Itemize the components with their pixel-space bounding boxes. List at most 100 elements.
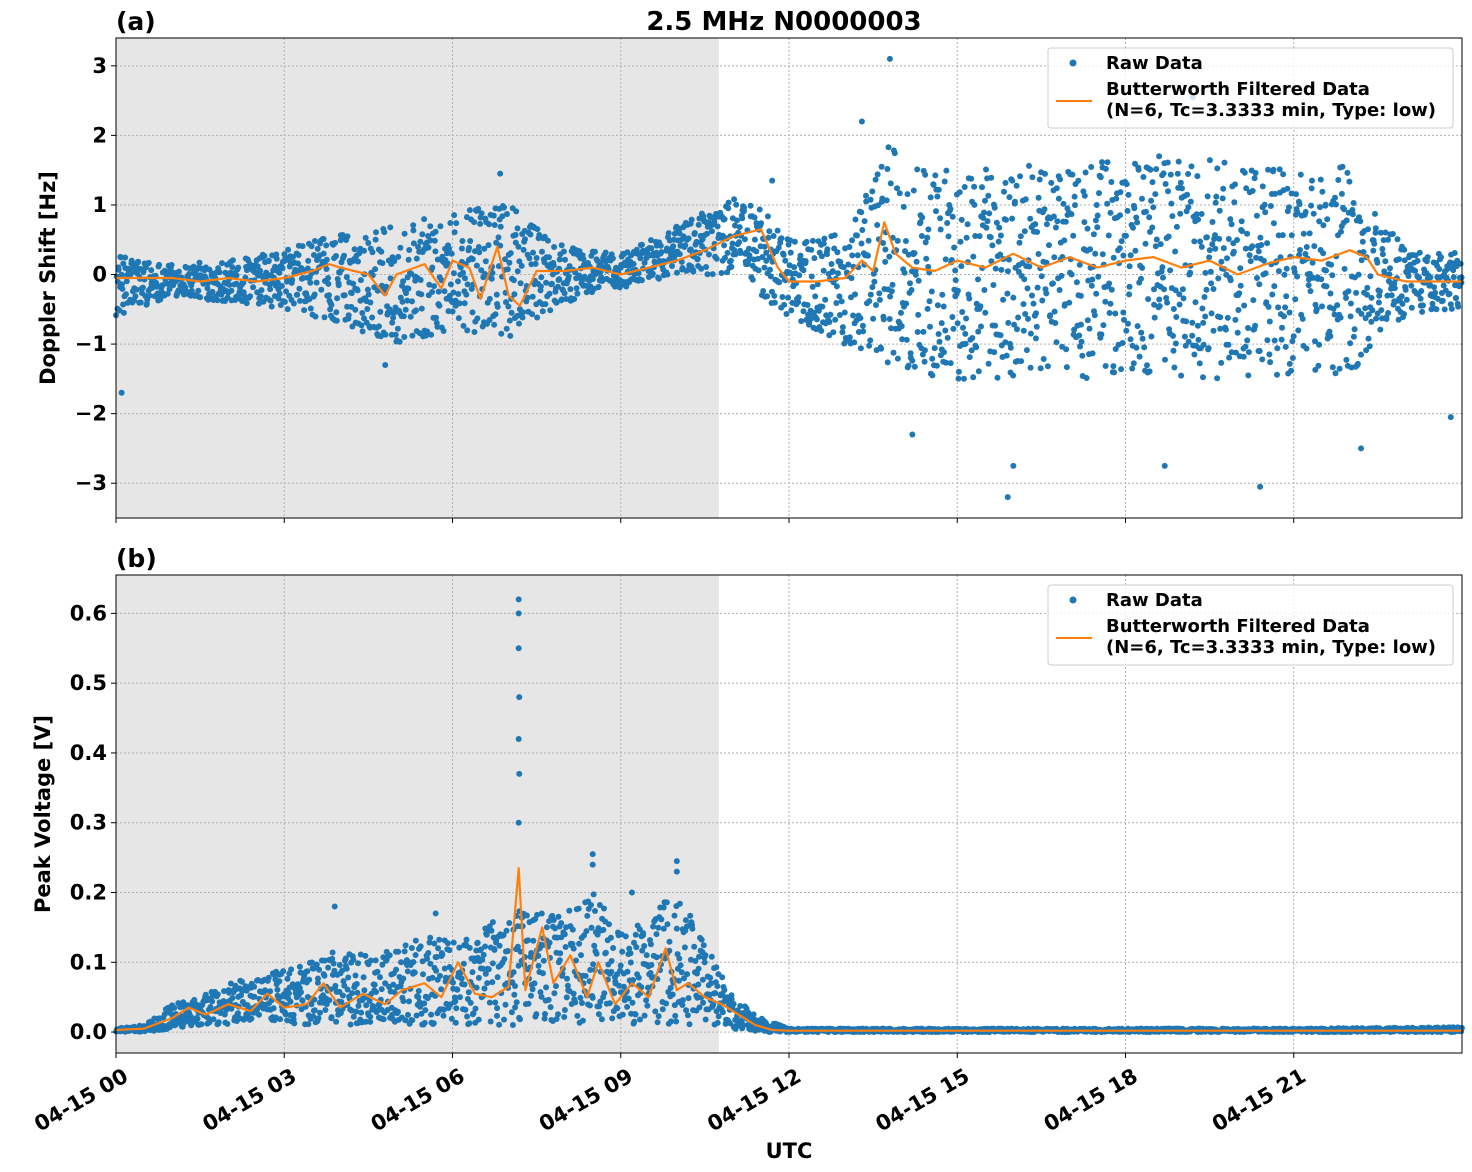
raw-data-point [502, 256, 509, 263]
raw-data-point [489, 979, 496, 986]
raw-data-point [195, 287, 202, 294]
raw-data-point [360, 974, 367, 981]
raw-data-point [1380, 237, 1387, 244]
raw-data-point [657, 242, 664, 249]
raw-data-point [1057, 176, 1063, 183]
raw-data-point [641, 943, 648, 949]
raw-data-point [1420, 302, 1426, 309]
raw-data-point [296, 963, 303, 970]
raw-data-point [450, 270, 457, 277]
raw-data-point [1350, 333, 1357, 340]
raw-data-point [1199, 305, 1206, 312]
raw-data-point [471, 219, 478, 226]
raw-data-point [606, 921, 612, 928]
raw-data-point [1189, 319, 1196, 326]
raw-data-point [386, 952, 393, 959]
raw-data-point [317, 1009, 323, 1016]
raw-data-point [658, 916, 665, 923]
raw-data-point [629, 999, 636, 1006]
raw-data-point [307, 279, 314, 286]
panel-label: (a) [116, 7, 156, 36]
raw-data-point [562, 256, 568, 263]
raw-data-point [528, 950, 535, 956]
raw-data-point [606, 1000, 613, 1007]
raw-data-point [1093, 290, 1100, 297]
raw-data-point [1081, 192, 1088, 199]
raw-data-point [1416, 274, 1423, 281]
raw-data-point [551, 244, 558, 250]
raw-data-point [1075, 177, 1082, 184]
raw-data-point [424, 955, 431, 962]
raw-data-point [132, 293, 139, 300]
raw-data-point [512, 983, 518, 989]
raw-data-point [1241, 169, 1248, 176]
raw-data-point [291, 1020, 298, 1027]
raw-data-point [955, 375, 962, 382]
raw-data-point [333, 253, 339, 259]
raw-data-point [648, 245, 655, 252]
raw-data-point [1061, 237, 1068, 244]
raw-data-point [472, 1005, 479, 1012]
raw-data-point [602, 949, 609, 956]
raw-data-point [787, 249, 794, 256]
raw-data-point [1170, 347, 1177, 354]
raw-data-point [1386, 271, 1393, 278]
raw-data-point [274, 986, 281, 993]
raw-data-point [348, 290, 355, 297]
raw-data-point [894, 237, 901, 244]
raw-data-point [1274, 371, 1280, 378]
raw-data-point [960, 324, 966, 331]
raw-data-point [682, 917, 689, 924]
raw-data-point [602, 249, 609, 256]
raw-data-point [1354, 360, 1361, 367]
raw-data-point [719, 974, 726, 981]
raw-data-point [935, 186, 942, 193]
raw-data-point [558, 242, 565, 249]
raw-data-point [1163, 295, 1170, 301]
raw-data-point [1286, 360, 1293, 367]
raw-data-point [539, 970, 546, 977]
raw-data-point [547, 1004, 554, 1011]
raw-data-point [341, 292, 348, 299]
raw-data-point [287, 998, 294, 1005]
raw-data-point [1050, 280, 1056, 287]
raw-data-point [233, 280, 240, 287]
raw-data-point [355, 960, 361, 967]
raw-data-point [1372, 225, 1379, 232]
raw-data-point [712, 990, 719, 997]
raw-data-point [1152, 191, 1159, 198]
raw-data-point [1157, 241, 1164, 248]
raw-data-point [573, 285, 580, 292]
raw-data-point [1084, 225, 1091, 232]
raw-data-point [194, 1015, 201, 1022]
raw-data-point [884, 359, 891, 366]
raw-data-point [1113, 195, 1120, 202]
raw-data-point [235, 264, 242, 271]
raw-data-point [968, 347, 975, 354]
raw-data-point [1175, 158, 1182, 165]
raw-data-point [1110, 254, 1117, 261]
raw-data-point [529, 986, 536, 993]
raw-data-point [1012, 198, 1018, 205]
raw-data-point [469, 969, 476, 976]
raw-data-point [466, 1020, 473, 1027]
raw-data-point [328, 1014, 335, 1021]
raw-data-point [1433, 306, 1440, 313]
raw-data-point [1279, 324, 1285, 331]
raw-data-point [504, 211, 510, 217]
raw-data-point [751, 236, 758, 243]
raw-data-point [532, 260, 539, 267]
raw-data-point [947, 205, 954, 212]
raw-data-point [966, 354, 973, 361]
raw-data-point [1187, 198, 1194, 205]
raw-data-point [909, 357, 916, 364]
raw-data-point [284, 278, 290, 285]
raw-data-point [1007, 344, 1014, 351]
raw-data-point [886, 253, 893, 260]
raw-data-point [544, 237, 551, 244]
raw-data-point [352, 306, 359, 313]
raw-data-point [412, 952, 419, 958]
raw-data-point [930, 181, 937, 188]
raw-data-point [1187, 269, 1194, 276]
raw-data-point [1153, 236, 1160, 243]
